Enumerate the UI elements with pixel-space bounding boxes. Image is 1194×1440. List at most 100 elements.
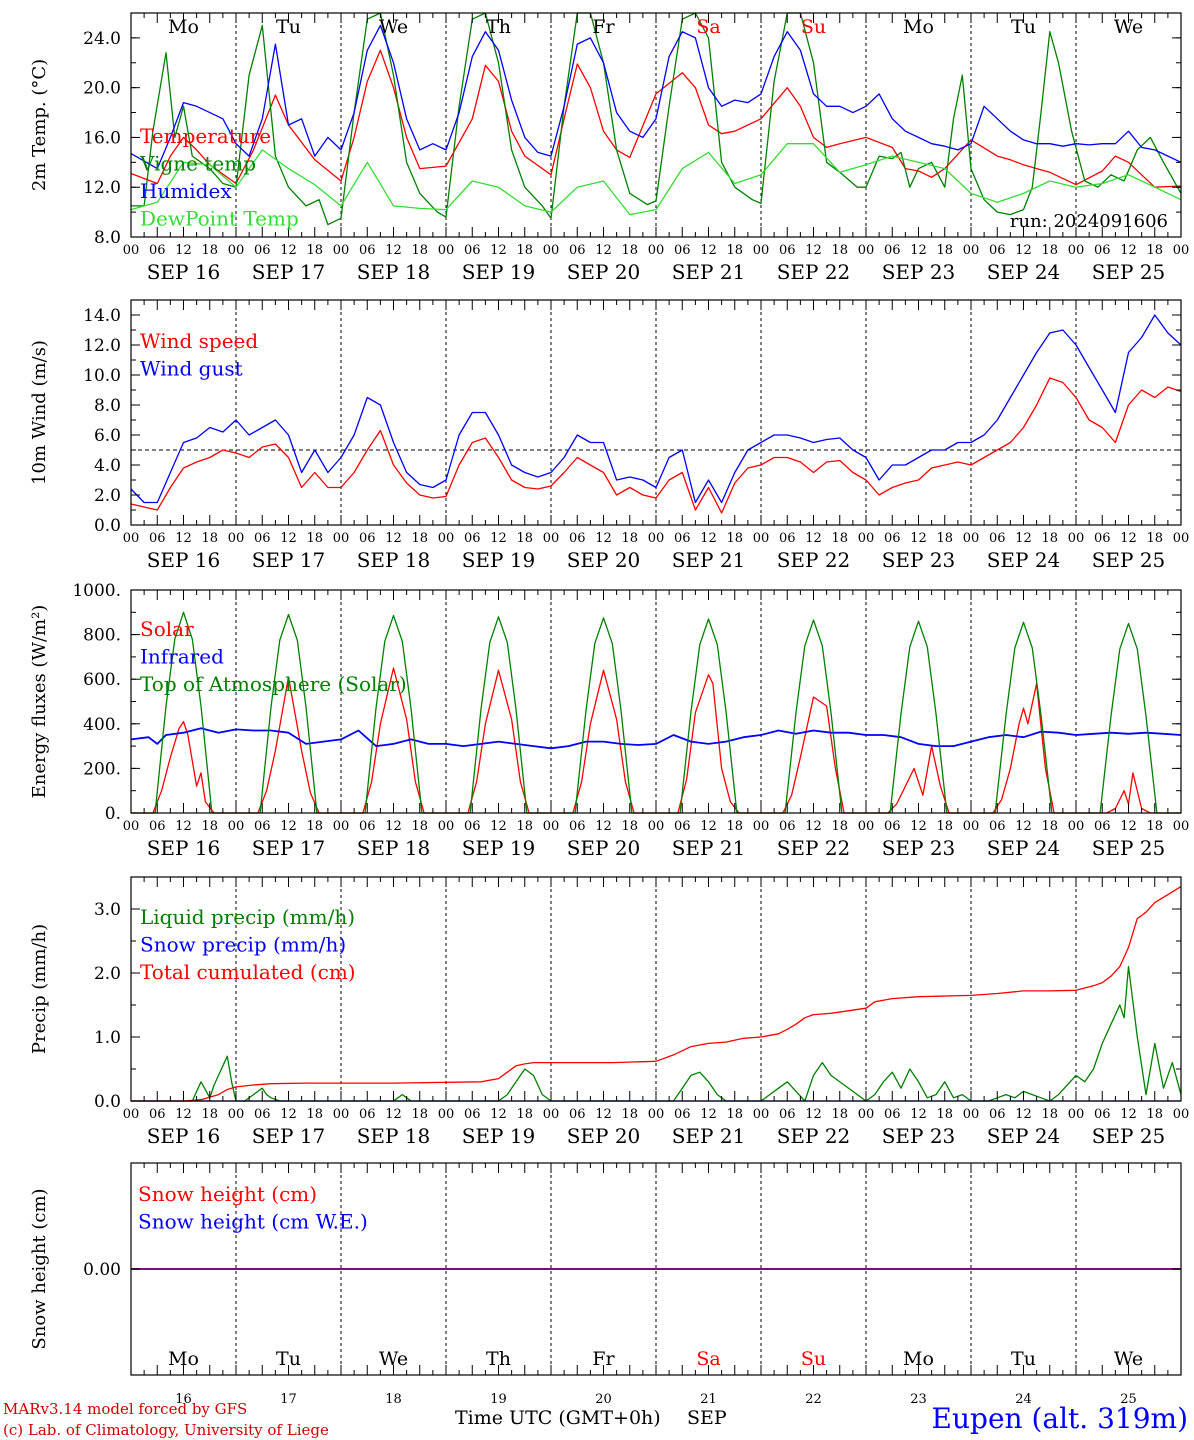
hour-tick-label: 18 [1041, 1107, 1058, 1122]
chart-panels: 8.0 12.0 16.0 20.0 24.0 2m Temp. (°C) 00 06 12 18… [29, 12, 1190, 1407]
hour-tick-label: 18 [726, 1107, 743, 1122]
date-label: SEP 21 [672, 1124, 746, 1148]
hour-tick-label: 00 [543, 1107, 560, 1122]
hour-tick-label: 12 [700, 1107, 717, 1122]
date-label: SEP 19 [462, 1124, 536, 1148]
hour-tick-label: 12 [595, 1107, 612, 1122]
hour-tick-label: 00 [648, 531, 665, 546]
hour-tick-label: 12 [805, 1107, 822, 1122]
hour-tick-label: 06 [1094, 531, 1111, 546]
date-label: SEP 23 [882, 548, 956, 572]
hour-tick-label: 06 [464, 243, 481, 258]
hour-tick-label: 18 [936, 1107, 953, 1122]
hour-tick-label: 12 [385, 531, 402, 546]
hour-tick-label: 18 [726, 531, 743, 546]
hour-tick-label: 06 [569, 243, 586, 258]
hour-tick-label: 06 [989, 819, 1006, 834]
hour-tick-label: 18 [306, 819, 323, 834]
date-label: SEP 24 [987, 548, 1061, 572]
hour-tick-label: 06 [1094, 819, 1111, 834]
hour-tick-label: 18 [831, 531, 848, 546]
hour-tick-label: 06 [884, 531, 901, 546]
hour-tick-label: 06 [254, 531, 271, 546]
hour-tick-label: 18 [201, 819, 218, 834]
day-number-label: 19 [490, 1392, 507, 1407]
day-number-label: 21 [700, 1392, 717, 1407]
y-tick-label: 3.0 [94, 900, 121, 920]
hour-tick-label: 00 [543, 243, 560, 258]
hour-tick-label: 18 [411, 531, 428, 546]
date-label: SEP 25 [1092, 1124, 1166, 1148]
hour-tick-label: 00 [123, 819, 140, 834]
hour-tick-label: 12 [595, 819, 612, 834]
weekday-label: We [379, 16, 408, 38]
weekday-label: Th [486, 16, 511, 38]
hour-tick-label: 00 [648, 819, 665, 834]
footer-credit-line: (c) Lab. of Climatology, University of L… [3, 1421, 329, 1439]
hour-tick-label: 18 [831, 1107, 848, 1122]
date-label: SEP 18 [357, 548, 431, 572]
hour-tick-label: 18 [936, 819, 953, 834]
hour-tick-label: 00 [228, 531, 245, 546]
date-label: SEP 20 [567, 836, 641, 860]
weekday-label: Th [486, 1348, 511, 1370]
hour-tick-label: 00 [123, 531, 140, 546]
series-temperature [130, 49, 1182, 188]
hour-tick-label: 18 [306, 243, 323, 258]
hour-tick-label: 06 [464, 1107, 481, 1122]
y-tick-label: 4.0 [94, 456, 121, 476]
date-label: SEP 19 [462, 260, 536, 284]
hour-tick-label: 00 [1068, 531, 1085, 546]
hour-tick-label: 00 [858, 819, 875, 834]
series-wind-speed [130, 377, 1182, 514]
series-vigne-temp [131, 12, 1182, 226]
y-tick-label: 16.0 [83, 128, 121, 148]
y-tick-label: 12.0 [83, 336, 121, 356]
hour-tick-label: 00 [438, 243, 455, 258]
date-label: SEP 20 [567, 548, 641, 572]
day-number-label: 22 [805, 1392, 822, 1407]
hour-tick-label: 18 [516, 243, 533, 258]
hour-tick-label: 00 [1173, 531, 1190, 546]
y-tick-label: 2.0 [94, 486, 121, 506]
footer-model-line: MARv3.14 model forced by GFS [3, 1400, 247, 1418]
day-number-label: 23 [910, 1392, 927, 1407]
hour-tick-label: 18 [936, 531, 953, 546]
y-tick-label: 6.0 [94, 426, 121, 446]
hour-tick-label: 18 [1041, 531, 1058, 546]
hour-tick-label: 06 [989, 531, 1006, 546]
hour-tick-label: 18 [1041, 819, 1058, 834]
hour-tick-label: 06 [149, 243, 166, 258]
hour-tick-label: 12 [175, 819, 192, 834]
legend-entry: Snow height (cm) [138, 1182, 317, 1206]
hour-tick-label: 00 [753, 531, 770, 546]
legend-entry: Solar [140, 617, 194, 641]
date-label: SEP 17 [252, 836, 326, 860]
date-label: SEP 18 [357, 1124, 431, 1148]
hour-tick-label: 18 [831, 819, 848, 834]
hour-tick-label: 12 [910, 531, 927, 546]
date-label: SEP 22 [777, 260, 851, 284]
hour-tick-label: 00 [333, 243, 350, 258]
hour-tick-label: 18 [1146, 1107, 1163, 1122]
hour-tick-label: 12 [1015, 531, 1032, 546]
weekday-label: Mo [903, 1348, 934, 1370]
hour-tick-label: 18 [411, 819, 428, 834]
day-number-label: 20 [595, 1392, 612, 1407]
hour-tick-label: 18 [621, 243, 638, 258]
day-number-label: 24 [1015, 1392, 1032, 1407]
weekday-label: Fr [592, 16, 615, 38]
hour-tick-label: 00 [648, 243, 665, 258]
date-label: SEP 16 [147, 836, 221, 860]
hour-tick-label: 00 [438, 1107, 455, 1122]
date-label: SEP 23 [882, 836, 956, 860]
hour-tick-label: 18 [726, 819, 743, 834]
hour-tick-label: 18 [1146, 531, 1163, 546]
day-number-label: 17 [280, 1392, 297, 1407]
hour-tick-label: 12 [595, 531, 612, 546]
hour-tick-label: 18 [516, 531, 533, 546]
date-label: SEP 17 [252, 1124, 326, 1148]
hour-tick-label: 00 [1173, 243, 1190, 258]
y-tick-label: 24.0 [83, 29, 121, 49]
series-humidex [130, 24, 1182, 170]
